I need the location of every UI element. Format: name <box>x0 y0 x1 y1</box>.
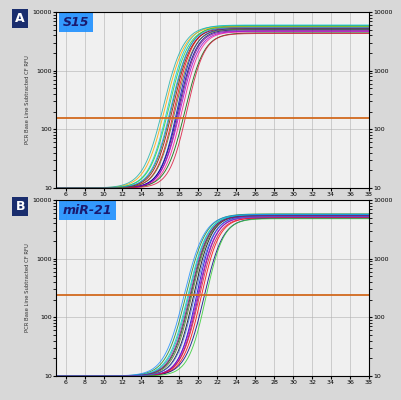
Text: miR-21: miR-21 <box>63 204 112 216</box>
Y-axis label: PCR Base Line Subtracted CF RFU: PCR Base Line Subtracted CF RFU <box>25 56 30 144</box>
Y-axis label: PCR Base Line Subtracted CF RFU: PCR Base Line Subtracted CF RFU <box>25 244 30 332</box>
Text: A: A <box>15 12 25 25</box>
Text: B: B <box>15 200 25 213</box>
Text: S15: S15 <box>63 16 89 28</box>
